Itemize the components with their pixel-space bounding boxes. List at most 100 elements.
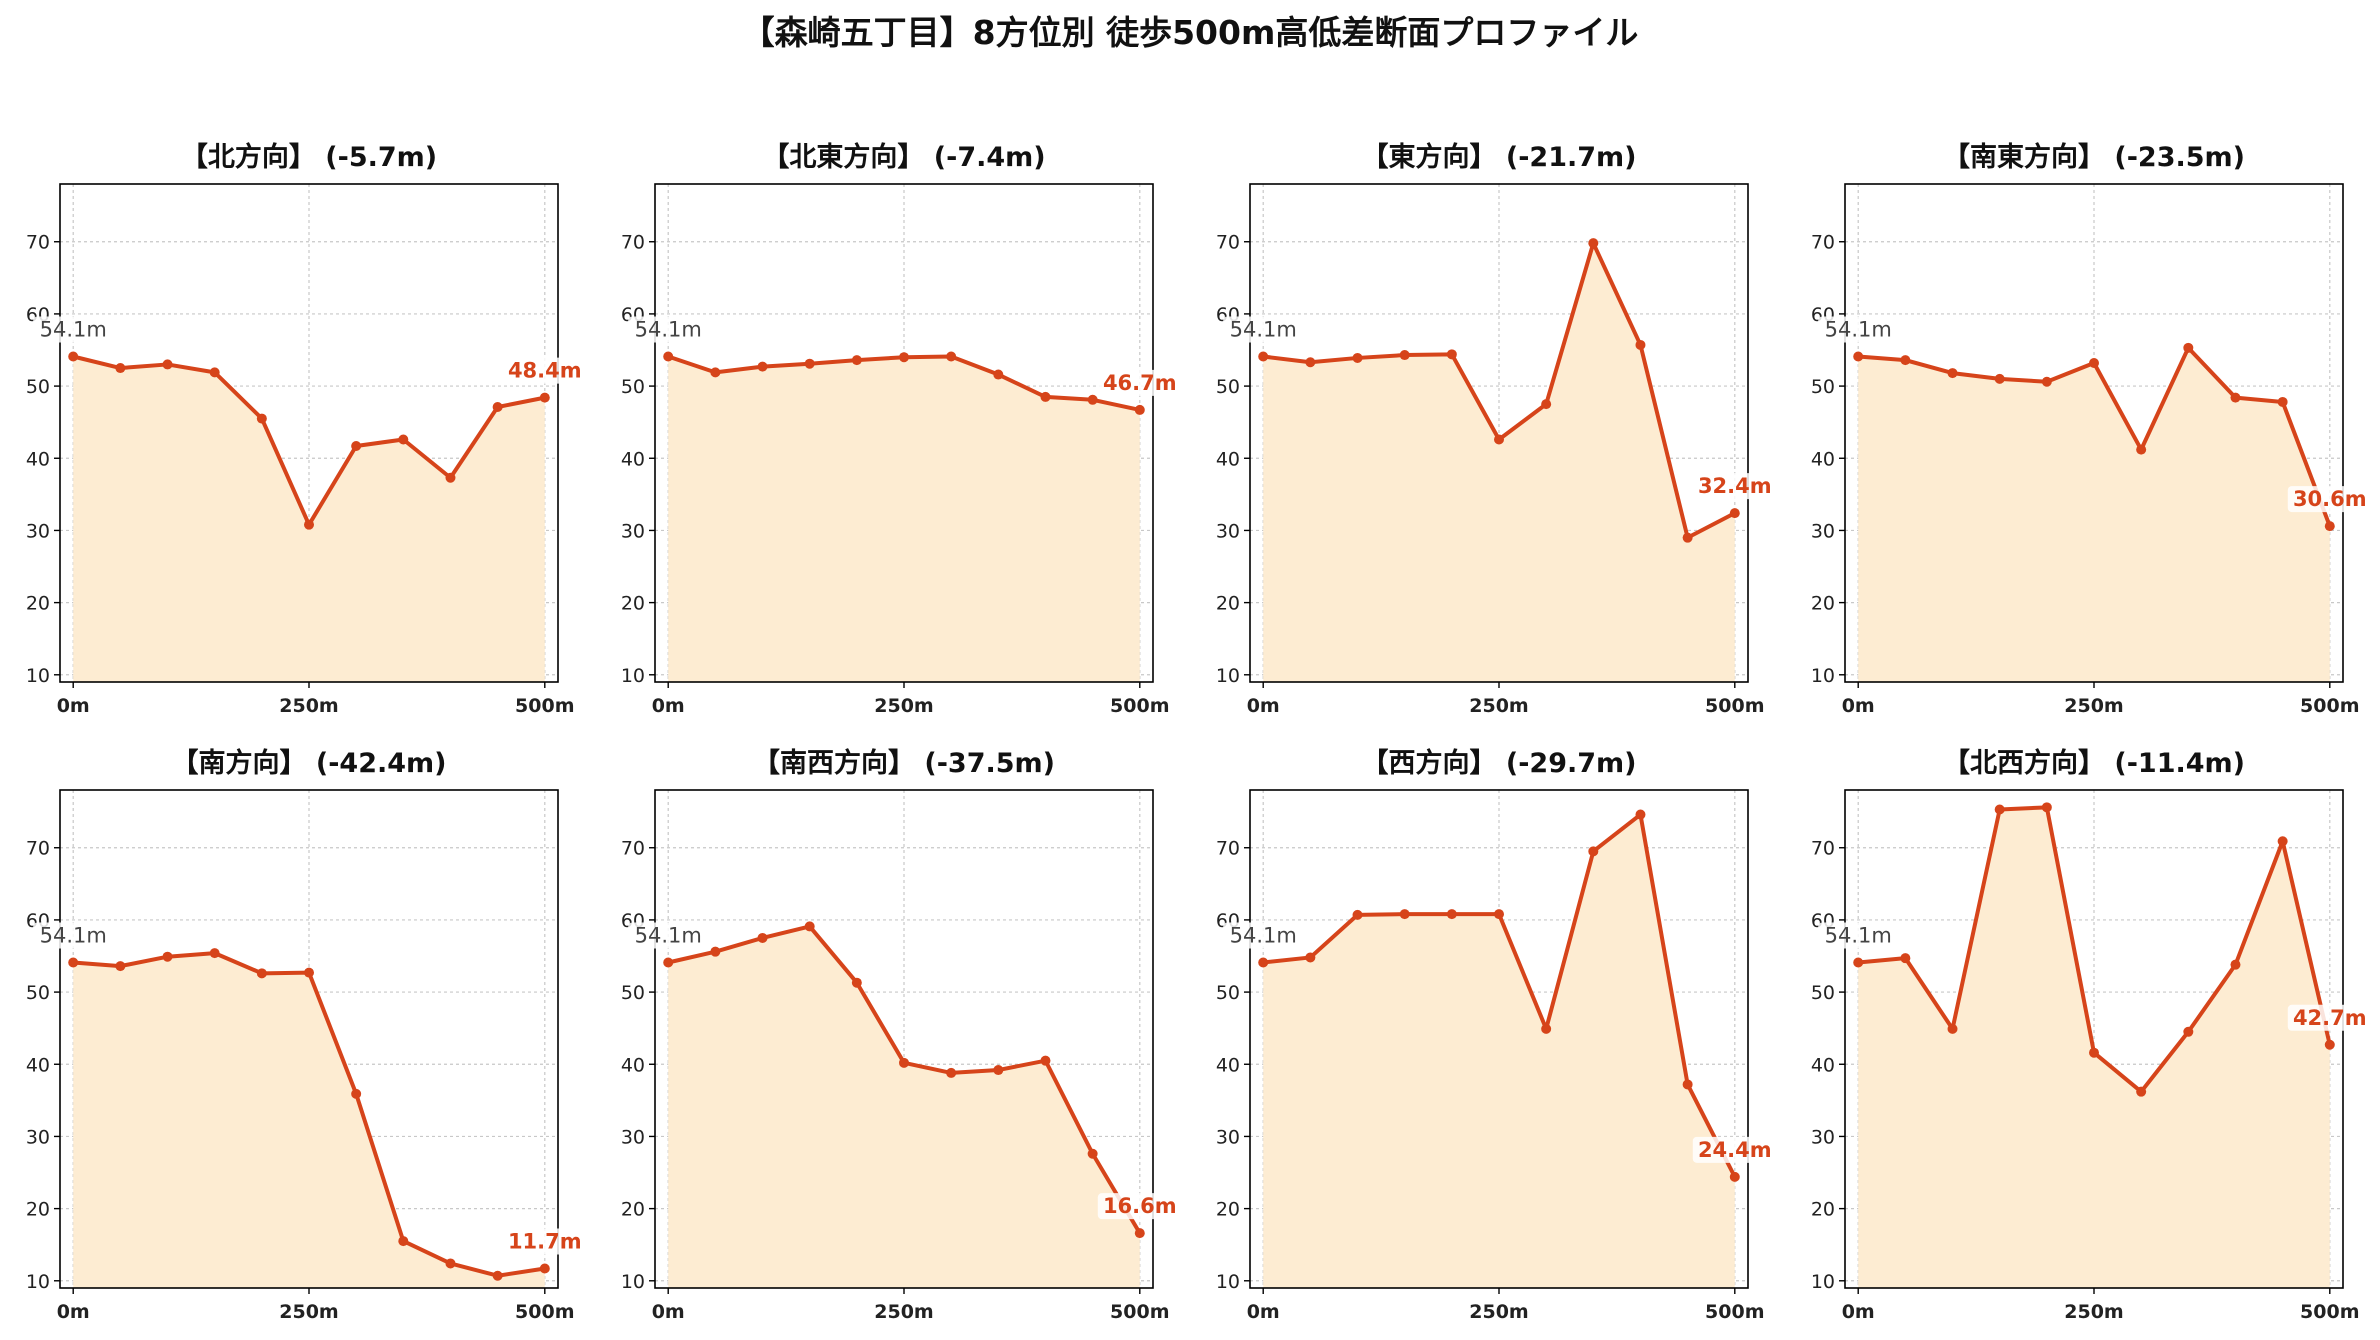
end-label-bg: [1097, 1193, 1182, 1220]
y-tick-label: 50: [26, 376, 50, 398]
data-point: [1541, 399, 1552, 410]
data-point: [351, 440, 362, 451]
data-point: [492, 1270, 503, 1281]
y-tick-label: 50: [621, 982, 645, 1004]
y-tick-label: 50: [26, 982, 50, 1004]
y-tick-label: 20: [621, 593, 645, 615]
x-tick-label: 250m: [874, 695, 933, 717]
data-point: [1682, 1079, 1693, 1090]
data-point: [993, 1065, 1004, 1076]
start-elevation-label: 54.1m: [1230, 923, 1297, 947]
data-point: [2230, 392, 2241, 403]
data-point: [2136, 1086, 2147, 1097]
end-elevation-label: 16.6m: [1103, 1194, 1177, 1218]
data-point: [398, 434, 409, 445]
y-tick-label: 20: [621, 1199, 645, 1221]
y-tick-label: 30: [1811, 1126, 1835, 1148]
data-point: [710, 946, 721, 957]
panel-title: 【北東方向】 (-7.4m): [762, 141, 1045, 173]
data-point: [1494, 909, 1504, 920]
end-label-bg: [502, 1228, 587, 1255]
data-point: [1040, 1055, 1051, 1066]
panel-title: 【北方向】 (-5.7m): [181, 141, 437, 173]
y-tick-label: 70: [1811, 838, 1835, 860]
y-tick-label: 70: [26, 838, 50, 860]
y-tick-label: 10: [26, 1271, 50, 1293]
data-point: [1588, 846, 1599, 857]
data-point: [804, 358, 815, 369]
data-point: [1494, 434, 1504, 445]
data-point: [1399, 350, 1410, 361]
y-tick-label: 10: [1811, 665, 1835, 687]
y-tick-label: 50: [1216, 982, 1240, 1004]
end-elevation-label: 32.4m: [1698, 474, 1772, 498]
data-point: [899, 352, 909, 363]
y-tick-label: 30: [1811, 520, 1835, 542]
y-tick-label: 10: [26, 665, 50, 687]
start-label-bg: [1818, 922, 1899, 949]
data-point: [946, 1067, 957, 1078]
y-tick-label: 70: [26, 232, 50, 254]
data-point: [899, 1057, 909, 1068]
end-elevation-label: 46.7m: [1103, 371, 1177, 395]
x-tick-label: 500m: [1110, 1301, 1169, 1323]
y-tick-label: 70: [621, 838, 645, 860]
start-label-bg: [628, 316, 709, 343]
end-label-bg: [502, 357, 587, 384]
end-label-bg: [1692, 473, 1777, 500]
y-tick-label: 40: [1811, 1054, 1835, 1076]
data-point: [1040, 391, 1051, 402]
y-tick-label: 20: [26, 1199, 50, 1221]
data-point: [162, 359, 173, 370]
data-point: [1258, 351, 1269, 362]
data-point: [1446, 349, 1457, 360]
start-label-bg: [1818, 316, 1899, 343]
x-tick-label: 500m: [1110, 695, 1169, 717]
y-tick-label: 40: [26, 1054, 50, 1076]
y-tick-label: 50: [1216, 376, 1240, 398]
start-label-bg: [33, 922, 114, 949]
elevation-area: [668, 356, 1140, 682]
data-point: [398, 1236, 409, 1247]
panel-title: 【南東方向】 (-23.5m): [1943, 141, 2245, 173]
y-tick-label: 30: [1216, 520, 1240, 542]
data-point: [539, 1263, 550, 1274]
y-tick-label: 40: [26, 448, 50, 470]
data-point: [1635, 339, 1646, 350]
x-tick-label: 0m: [57, 695, 90, 717]
data-point: [1994, 373, 2005, 384]
y-tick-label: 70: [1811, 232, 1835, 254]
y-tick-label: 20: [26, 593, 50, 615]
data-point: [1900, 355, 1911, 366]
data-point: [1635, 809, 1646, 820]
y-tick-label: 10: [1216, 1271, 1240, 1293]
x-tick-label: 500m: [515, 1301, 574, 1323]
end-elevation-label: 11.7m: [508, 1230, 582, 1254]
x-tick-label: 0m: [1842, 695, 1875, 717]
y-tick-label: 50: [1811, 376, 1835, 398]
data-point: [256, 968, 267, 979]
end-label-bg: [1097, 369, 1182, 396]
y-tick-label: 30: [26, 1126, 50, 1148]
elevation-area: [73, 953, 545, 1288]
data-point: [2324, 1039, 2335, 1050]
start-elevation-label: 54.1m: [1825, 923, 1892, 947]
end-elevation-label: 48.4m: [508, 359, 582, 383]
elevation-area: [1263, 243, 1735, 682]
data-point: [1947, 368, 1958, 379]
data-point: [663, 351, 674, 362]
data-point: [1682, 532, 1693, 543]
elevation-area: [73, 356, 545, 682]
data-point: [946, 351, 957, 362]
data-point: [2324, 521, 2335, 532]
panel-title: 【南西方向】 (-37.5m): [753, 747, 1055, 779]
data-point: [1134, 404, 1145, 415]
data-point: [115, 961, 126, 972]
data-point: [757, 932, 768, 943]
data-point: [1541, 1023, 1552, 1034]
